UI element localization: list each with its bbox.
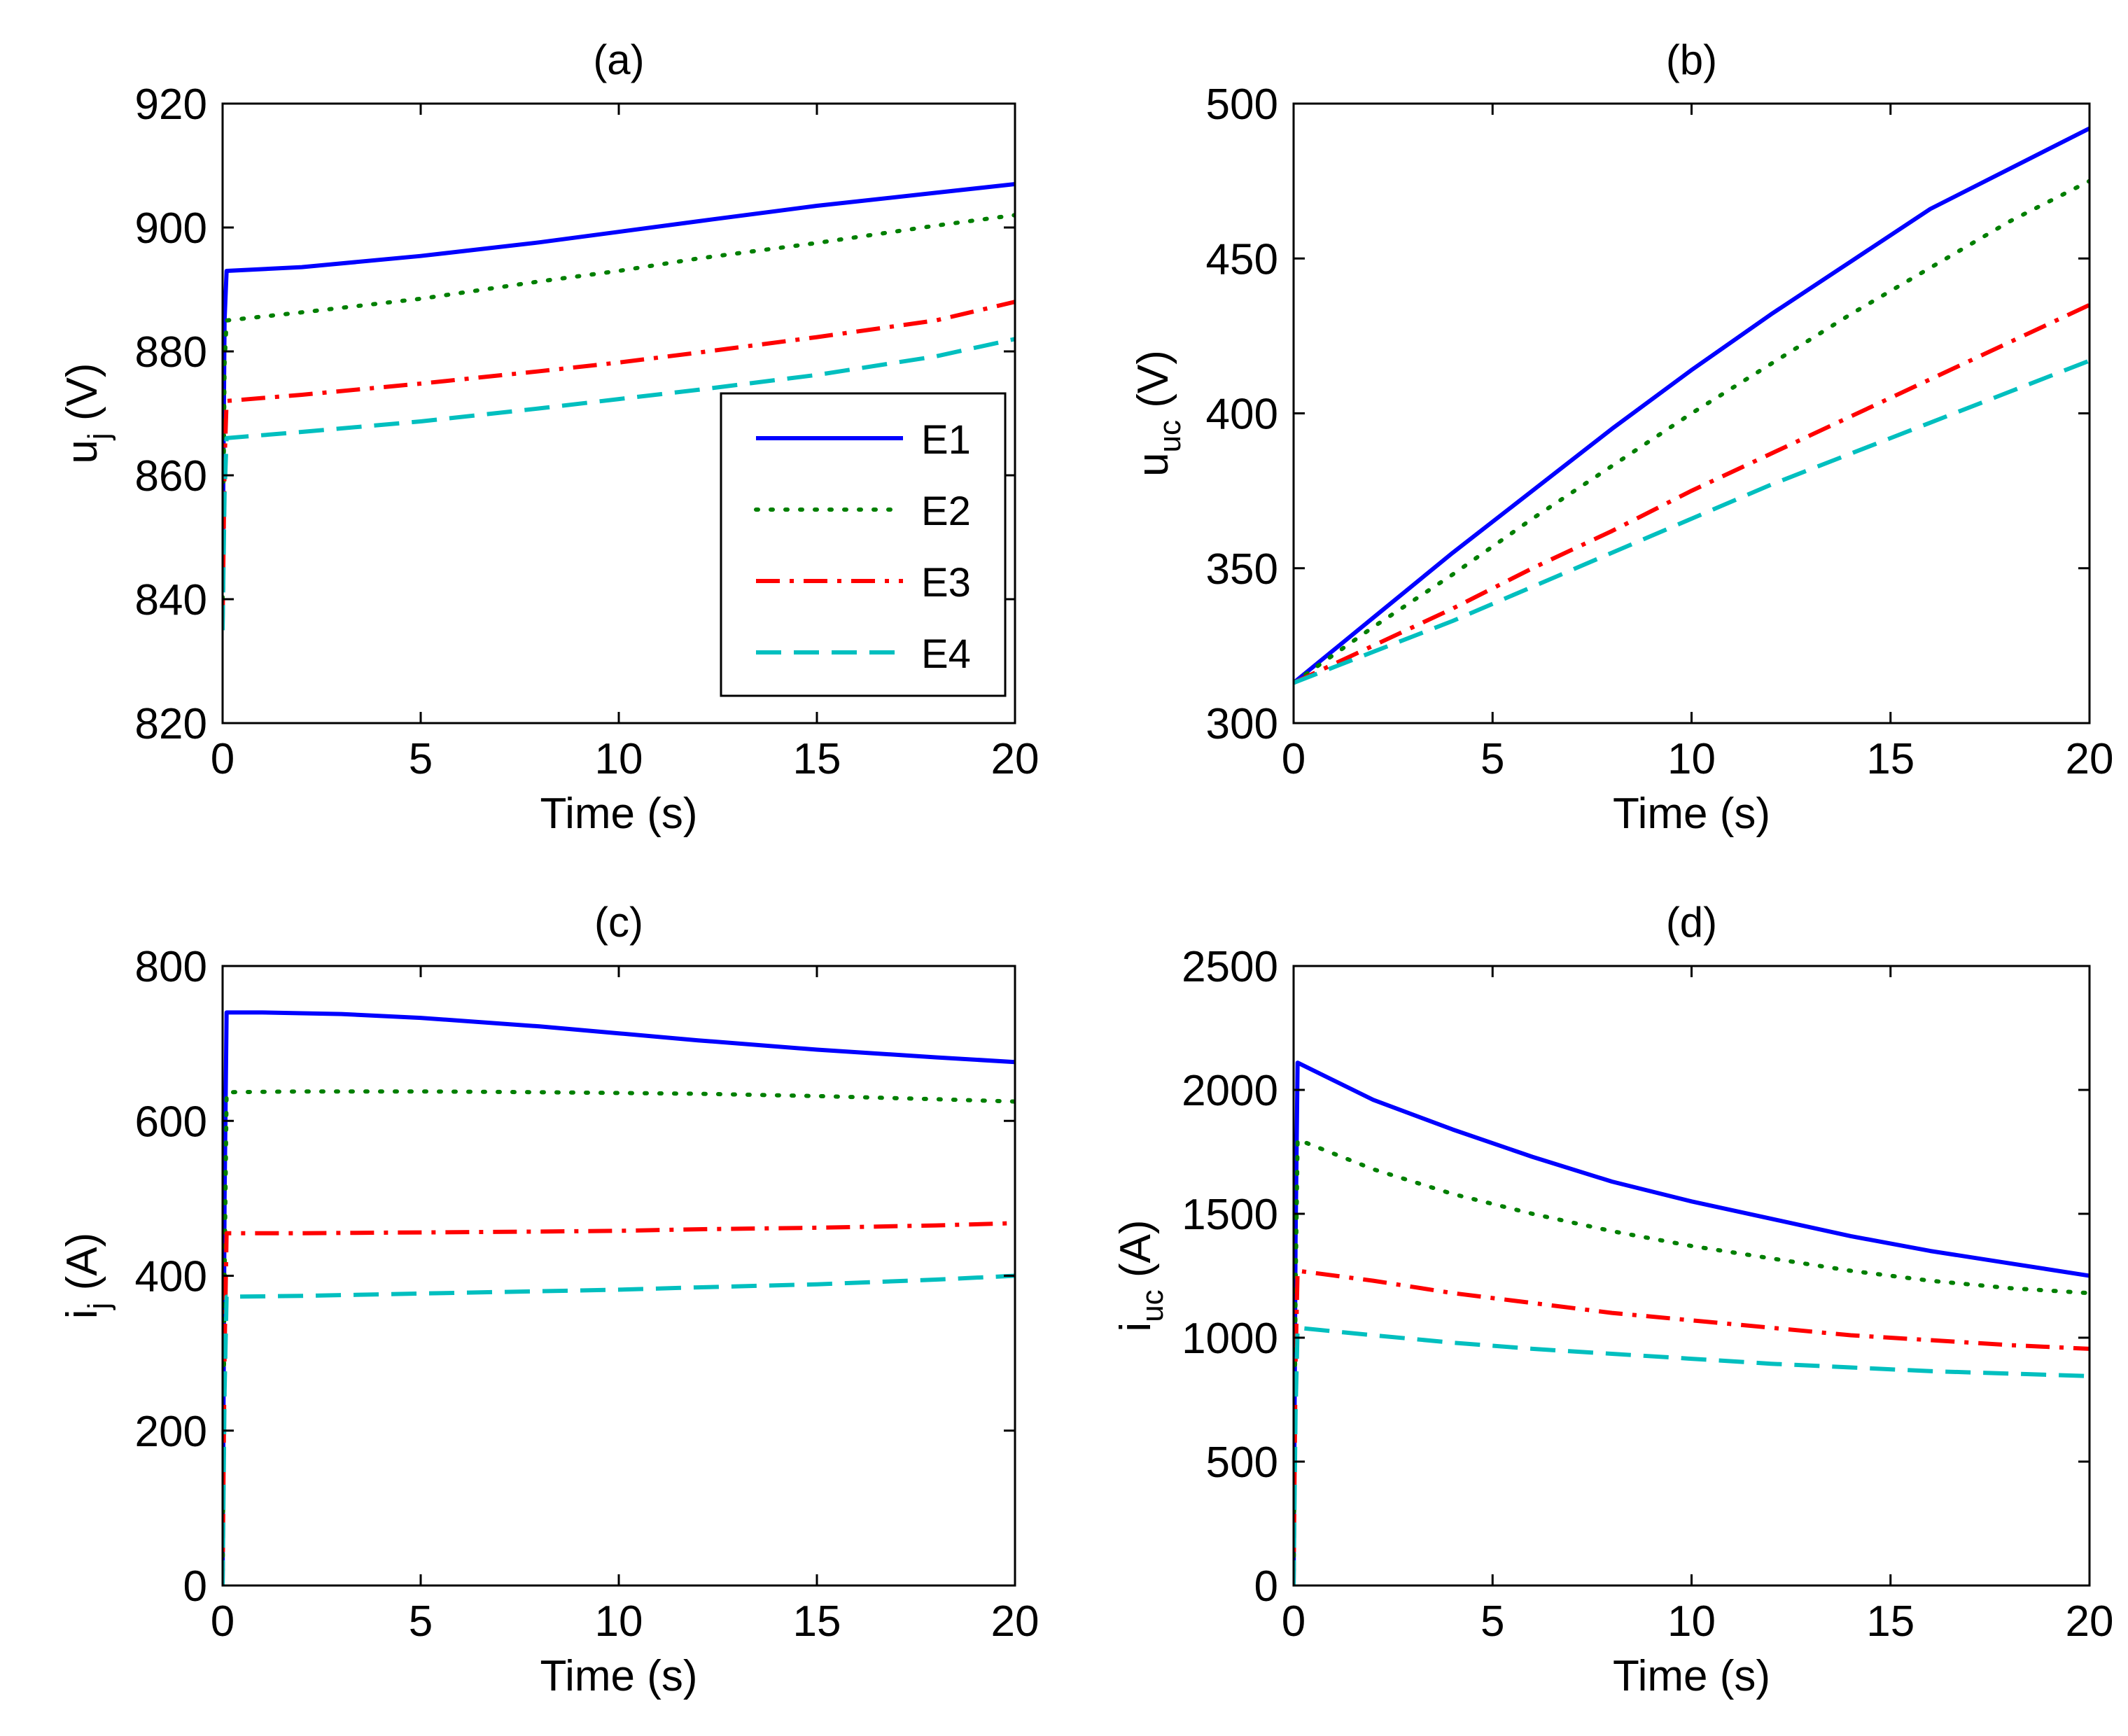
y-axis-label-a: uj (V) (58, 363, 116, 463)
x-tick-label-b: 10 (1667, 735, 1716, 783)
x-tick-label-c: 5 (409, 1597, 433, 1646)
x-tick-label-d: 0 (1282, 1597, 1306, 1646)
x-tick-label-b: 15 (1866, 735, 1914, 783)
y-tick-label-a: 900 (135, 204, 207, 253)
x-axis-label-b: Time (s) (1613, 790, 1770, 838)
y-tick-label-d: 2500 (1182, 943, 1278, 991)
x-tick-label-c: 0 (211, 1597, 234, 1646)
y-tick-label-a: 840 (135, 576, 207, 624)
y-tick-label-c: 400 (135, 1253, 207, 1301)
y-tick-label-b: 400 (1206, 391, 1278, 439)
y-axis-label-b: uuc (V) (1129, 350, 1187, 477)
y-tick-label-b: 350 (1206, 545, 1278, 594)
x-tick-label-c: 15 (793, 1597, 841, 1646)
x-axis-label-d: Time (s) (1613, 1652, 1770, 1700)
series-line-e1-a (223, 182, 1015, 568)
x-tick-label-b: 0 (1282, 735, 1306, 783)
y-tick-label-d: 500 (1206, 1438, 1278, 1487)
legend-label-e3: E3 (921, 560, 971, 606)
x-tick-label-a: 20 (991, 735, 1040, 783)
series-line-e1-c (223, 1010, 1015, 1586)
series-line-e2-a (223, 213, 1015, 601)
legend-label-e4: E4 (921, 631, 971, 677)
panel-title-a: (a) (593, 36, 644, 83)
series-line-e1-b (1294, 126, 2090, 685)
x-tick-label-d: 5 (1480, 1597, 1504, 1646)
series-line-e4-b (1294, 358, 2090, 685)
x-tick-label-a: 15 (793, 735, 841, 783)
y-tick-label-c: 200 (135, 1408, 207, 1456)
y-tick-label-c: 600 (135, 1098, 207, 1146)
series-group-c (223, 1010, 1015, 1586)
series-line-e4-d (1294, 1325, 2090, 1586)
y-tick-label-c: 800 (135, 943, 207, 991)
y-tick-label-a: 880 (135, 328, 207, 377)
series-line-e3-b (1294, 302, 2090, 685)
legend: E1 E2 E3 E4 (720, 392, 1007, 697)
y-tick-label-b: 450 (1206, 235, 1278, 284)
x-tick-label-d: 10 (1667, 1597, 1716, 1646)
x-tick-label-a: 5 (409, 735, 433, 783)
series-line-e4-c (223, 1273, 1015, 1586)
series-line-e2-b (1294, 178, 2090, 685)
y-tick-label-a: 920 (135, 80, 207, 129)
y-tick-label-a: 860 (135, 452, 207, 500)
panel-b: 0 5 10 15 20 300 350 400 450 500 (b) Time (s) uuc (V… (1129, 36, 2113, 838)
legend-box (720, 392, 1007, 697)
x-tick-label-d: 20 (2066, 1597, 2114, 1646)
x-tick-label-a: 10 (595, 735, 643, 783)
legend-label-e1: E1 (921, 417, 971, 463)
series-line-e3-d (1294, 1268, 2090, 1586)
y-tick-label-d: 2000 (1182, 1067, 1278, 1115)
x-axis-label-c: Time (s) (540, 1652, 698, 1700)
y-axis-label-d: iuc (A) (1112, 1219, 1170, 1331)
x-axis-label-a: Time (s) (540, 790, 698, 838)
x-tick-label-a: 0 (211, 735, 234, 783)
series-group-d (1294, 1060, 2090, 1586)
y-tick-label-b: 500 (1206, 80, 1278, 129)
y-tick-label-a: 820 (135, 700, 207, 748)
y-axis-label-c: ij (A) (58, 1233, 116, 1319)
panel-title-d: (d) (1666, 899, 1717, 946)
panel-title-b: (b) (1666, 36, 1717, 83)
y-tick-label-d: 1000 (1182, 1315, 1278, 1363)
series-line-e3-a (223, 300, 1015, 624)
x-tick-label-c: 10 (595, 1597, 643, 1646)
y-tick-label-c: 0 (183, 1562, 207, 1611)
x-tick-label-b: 20 (2066, 735, 2114, 783)
series-line-e4-a (223, 337, 1015, 631)
panel-d: 0 5 10 15 20 0 500 1000 1500 2000 2500 (d) Time (s) i… (1112, 899, 2113, 1700)
y-tick-label-b: 300 (1206, 700, 1278, 748)
x-tick-label-c: 20 (991, 1597, 1040, 1646)
legend-label-e2: E2 (921, 489, 971, 534)
x-tick-label-b: 5 (1480, 735, 1504, 783)
x-tick-label-d: 15 (1866, 1597, 1914, 1646)
series-line-e1-d (1294, 1060, 2090, 1586)
series-group-b (1294, 126, 2090, 685)
series-group-a (223, 182, 1015, 631)
y-tick-label-d: 1500 (1182, 1191, 1278, 1239)
panel-title-c: (c) (594, 899, 643, 946)
y-tick-label-d: 0 (1254, 1562, 1278, 1611)
panel-a: 0 5 10 15 20 820 840 860 880 900 920 (a) Time (s) uj … (58, 36, 1039, 838)
